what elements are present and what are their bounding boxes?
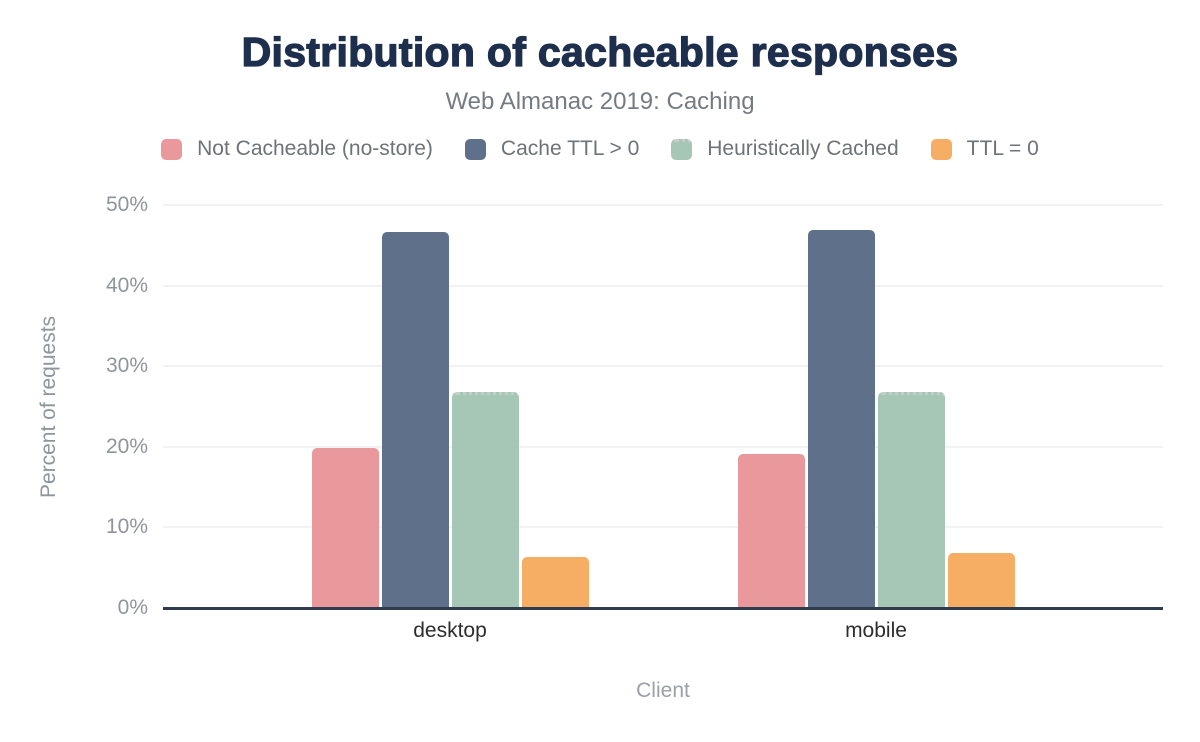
bar-desktop-cache-ttl-0: [381, 232, 449, 608]
gridline: [163, 284, 1163, 287]
y-axis-ticks: 0% 10% 20% 30% 40% 50%: [0, 194, 148, 618]
x-category-label-mobile: mobile: [845, 619, 907, 642]
gridline: [163, 445, 1163, 448]
legend-label: Not Cacheable (no-store): [197, 137, 433, 161]
legend-label: TTL = 0: [966, 137, 1039, 161]
y-tick-label: 30%: [105, 354, 148, 378]
bar-mobile-ttl-0: [947, 553, 1015, 608]
gridline: [163, 204, 1163, 206]
y-tick-label: 0%: [117, 596, 148, 619]
y-axis-title: Percent of requests: [37, 315, 60, 499]
bar-mobile-heuristically-cached: [877, 392, 945, 608]
bar-groups: [163, 205, 1163, 608]
plot-area: [163, 204, 1163, 610]
chart-title: Distribution of cacheable responses: [241, 29, 959, 75]
bar-group-desktop: [311, 232, 589, 608]
legend-item-ttl-0: TTL = 0: [930, 137, 1039, 161]
legend-swatch-icon: [671, 138, 693, 160]
legend-label: Cache TTL > 0: [500, 137, 640, 161]
legend-item-cache-ttl-0: Cache TTL > 0: [464, 137, 640, 161]
bar-desktop-ttl-0: [521, 557, 589, 608]
legend-label: Heuristically Cached: [707, 137, 899, 161]
y-tick-label: 20%: [105, 434, 148, 458]
legend-item-not-cacheable-no-store: Not Cacheable (no-store): [161, 137, 433, 161]
legend-swatch-icon: [464, 138, 486, 160]
y-tick-label: 50%: [105, 193, 148, 216]
y-tick-label: 40%: [105, 273, 148, 297]
bar-mobile-cache-ttl-0: [807, 230, 875, 608]
x-axis-line: [163, 607, 1163, 610]
gridline: [163, 526, 1163, 529]
y-tick-label: 10%: [105, 515, 148, 539]
bar-mobile-not-cacheable-no-store: [737, 454, 805, 608]
bar-desktop-not-cacheable-no-store: [311, 448, 379, 608]
x-category-labels: desktop mobile: [163, 619, 1163, 643]
chart-subtitle: Web Almanac 2019: Caching: [445, 88, 755, 116]
legend-swatch-icon: [930, 138, 952, 160]
gridline: [163, 365, 1163, 368]
legend-item-heuristically-cached: Heuristically Cached: [671, 137, 899, 161]
legend-swatch-icon: [161, 138, 183, 160]
chart-legend: Not Cacheable (no-store) Cache TTL > 0 Heu…: [0, 137, 1200, 161]
x-axis-title: Client: [636, 679, 690, 702]
x-category-label-desktop: desktop: [413, 619, 487, 642]
bar-group-mobile: [737, 230, 1015, 608]
bar-desktop-heuristically-cached: [451, 392, 519, 608]
